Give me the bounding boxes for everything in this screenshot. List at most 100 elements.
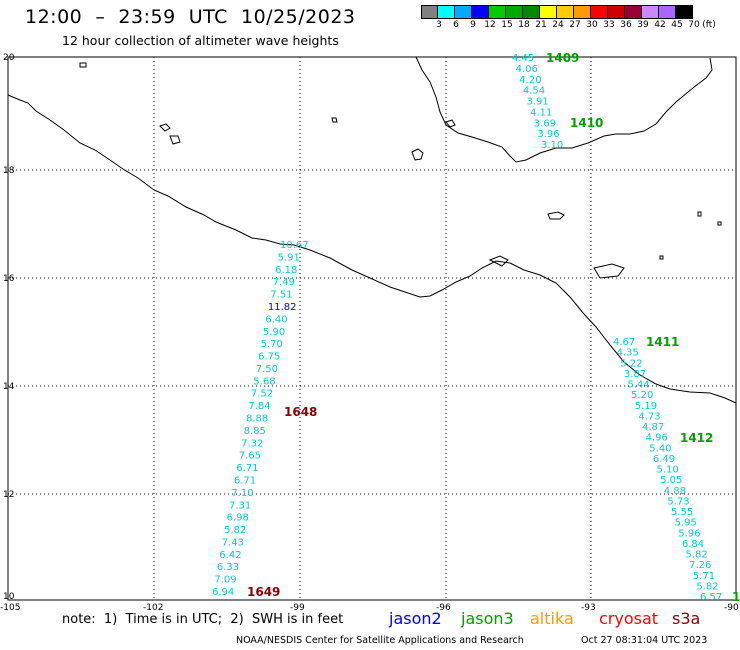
track-value: 7.50 bbox=[256, 364, 278, 375]
legend-label: 6 bbox=[453, 20, 459, 30]
legend-label: 39 bbox=[637, 20, 649, 30]
track-value: 6.84 bbox=[682, 539, 704, 550]
footer-note: note: 1) Time is in UTC; 2) SWH is in fe… bbox=[62, 612, 344, 627]
legend-label: 36 bbox=[620, 20, 632, 30]
track-value: 4.06 bbox=[516, 64, 538, 75]
legend-label: 24 bbox=[552, 20, 564, 30]
track-value: 7.26 bbox=[689, 560, 711, 571]
map-title: 12:00 – 23:59 UTC 10/25/2023 bbox=[25, 6, 356, 28]
pass-label: 1410 bbox=[570, 116, 603, 130]
legend-label: 27 bbox=[569, 20, 581, 30]
satellite-altika-label: altika bbox=[530, 609, 574, 628]
lat-label: 12 bbox=[3, 490, 14, 500]
track-value: 8.88 bbox=[246, 414, 268, 425]
track-value: 4.54 bbox=[523, 86, 545, 97]
legend-swatch bbox=[506, 5, 523, 19]
legend-label: 15 bbox=[501, 20, 513, 30]
color-scale-legend bbox=[421, 5, 693, 24]
coastline-gulf bbox=[415, 56, 713, 163]
track-value: 5.55 bbox=[671, 507, 693, 518]
track-value: 6.40 bbox=[265, 314, 287, 325]
track-value: 8.85 bbox=[244, 426, 266, 437]
lat-label: 16 bbox=[3, 274, 15, 284]
satellite-s3a-label: s3a bbox=[672, 609, 701, 628]
legend-swatch bbox=[540, 5, 557, 19]
lat-label: 14 bbox=[3, 382, 15, 392]
pass-label: 1649 bbox=[247, 585, 280, 599]
graticule bbox=[8, 57, 736, 600]
track-value: 5.05 bbox=[660, 475, 682, 486]
map-subtitle: 12 hour collection of altimeter wave hei… bbox=[62, 33, 339, 48]
legend-label: 12 bbox=[484, 20, 496, 30]
track-value: 7.31 bbox=[229, 500, 251, 511]
legend-swatch bbox=[455, 5, 472, 19]
track-value: 7.65 bbox=[239, 451, 261, 462]
legend-swatch bbox=[625, 5, 642, 19]
legend-swatch bbox=[489, 5, 506, 19]
lon-label: -93 bbox=[581, 603, 596, 613]
track-1409-values: 4.454.064.204.543.914.113.693.963.10 bbox=[512, 53, 563, 151]
track-value: 6.49 bbox=[653, 454, 675, 465]
lon-label: -90 bbox=[724, 603, 739, 613]
track-value: 6.71 bbox=[234, 476, 256, 487]
satellite-cryosat-label: cryosat bbox=[599, 609, 659, 628]
track-value: 7.52 bbox=[251, 389, 273, 400]
legend-swatch bbox=[472, 5, 489, 19]
legend-swatch bbox=[608, 5, 625, 19]
lon-label: -96 bbox=[436, 603, 451, 613]
track-value: 3.96 bbox=[537, 129, 559, 140]
legend-swatch bbox=[574, 5, 591, 19]
track-value: 6.75 bbox=[258, 352, 280, 363]
legend-swatch bbox=[591, 5, 608, 19]
track-value: 4.73 bbox=[638, 411, 660, 422]
track-value: 5.10 bbox=[657, 465, 679, 476]
pass-label: 1412 bbox=[680, 431, 713, 445]
track-value: 3.69 bbox=[534, 118, 556, 129]
lat-label: 18 bbox=[3, 166, 15, 176]
pass-label: 1411 bbox=[646, 335, 679, 349]
lon-label: -99 bbox=[290, 603, 305, 613]
track-value: 5.44 bbox=[628, 380, 650, 391]
legend-label: 33 bbox=[603, 20, 615, 30]
track-value: 7.51 bbox=[270, 290, 292, 301]
track-value: 4.35 bbox=[617, 348, 639, 359]
legend-swatch bbox=[557, 5, 574, 19]
track-value: 3.10 bbox=[541, 140, 563, 151]
track-value: 5.40 bbox=[649, 443, 671, 454]
islands bbox=[79, 62, 722, 279]
track-value: 5.82 bbox=[686, 550, 708, 561]
track-value: 4.20 bbox=[519, 75, 541, 86]
track-1411-values: 4.674.355.223.875.445.205.194.734.874.96… bbox=[613, 337, 722, 603]
track-value: 5.73 bbox=[667, 496, 689, 507]
legend-label: 3 bbox=[436, 20, 442, 30]
track-value: 6.98 bbox=[227, 513, 249, 524]
track-value: 7.09 bbox=[214, 575, 236, 586]
color-scale-labels: 3 6 9 12 15 18 21 24 27 30 33 36 39 42 45 70 (ft) bbox=[421, 20, 740, 34]
track-value: 4.96 bbox=[646, 433, 668, 444]
pass-label: 1 bbox=[732, 590, 740, 604]
legend-swatch bbox=[642, 5, 659, 19]
legend-swatch bbox=[421, 5, 438, 19]
track-value: 5.19 bbox=[635, 401, 657, 412]
track-value: 6.57 bbox=[700, 592, 722, 603]
legend-label: 42 bbox=[654, 20, 666, 30]
legend-swatch bbox=[523, 5, 540, 19]
map-frame bbox=[7, 56, 737, 601]
satellite-jason2-label: jason2 bbox=[389, 609, 442, 628]
footer-credit: NOAA/NESDIS Center for Satellite Applica… bbox=[236, 635, 524, 646]
track-value: 5.95 bbox=[675, 518, 697, 529]
track-value: 11.82 bbox=[268, 302, 297, 313]
track-value: 5.82 bbox=[224, 525, 246, 536]
pass-label: 1409 bbox=[546, 51, 579, 65]
track-value: 3.87 bbox=[624, 369, 646, 380]
track-value: 7.10 bbox=[231, 488, 253, 499]
track-value: 7.43 bbox=[222, 537, 244, 548]
pass-label: 1648 bbox=[284, 405, 317, 419]
track-value: 7.49 bbox=[273, 277, 295, 288]
pass-labels: 1409 1410 1411 1412 1648 1649 1 bbox=[247, 51, 740, 604]
legend-label: 70 bbox=[688, 20, 700, 30]
track-value: 5.20 bbox=[631, 390, 653, 401]
track-value: 4.45 bbox=[512, 53, 534, 64]
